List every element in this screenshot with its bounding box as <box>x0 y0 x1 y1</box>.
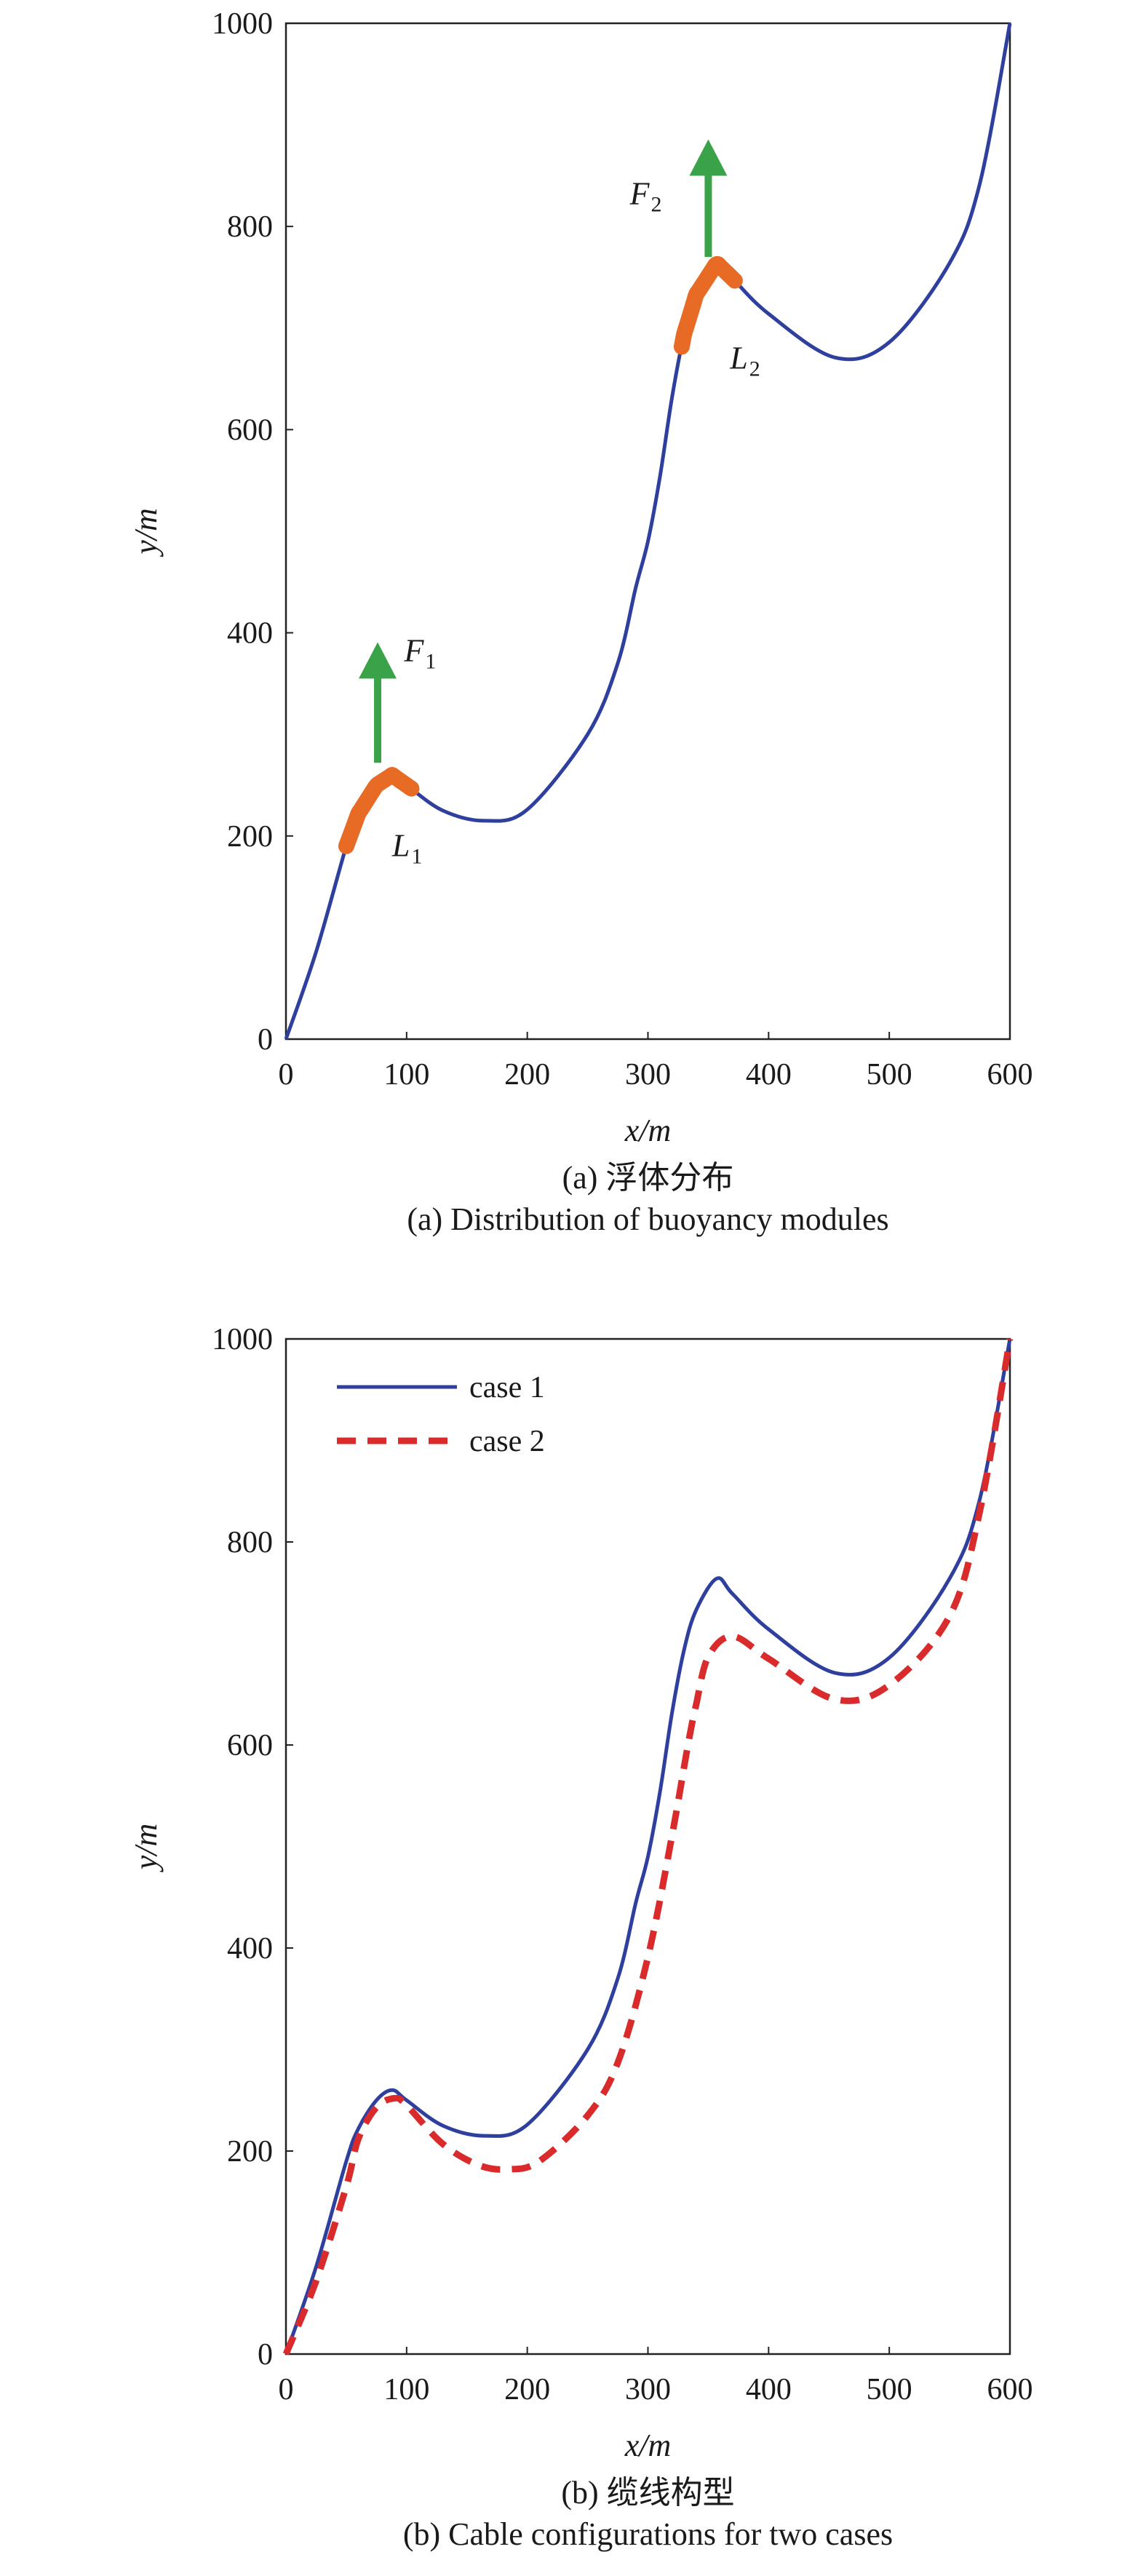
x-axis-label: x/m <box>624 2428 672 2463</box>
legend-label-1: case 1 <box>469 1371 545 1404</box>
force-label-main: F <box>404 633 425 669</box>
x-tick-label: 200 <box>504 2373 550 2406</box>
y-tick-label: 1000 <box>212 1323 273 1356</box>
segment-label-subscript: 2 <box>749 357 760 381</box>
plot-frame <box>284 1337 1011 2356</box>
force-label-1: F1 <box>404 633 437 674</box>
chart-a: 0 100 200 300 400 500 600 0 200 400 600 800 1000 x/m y… <box>128 7 1033 1237</box>
x-tick-label: 0 <box>279 2373 294 2406</box>
segment-label-2: L2 <box>729 341 760 381</box>
y-tick-label: 0 <box>258 2338 273 2372</box>
x-tick-label: 100 <box>383 1058 429 1092</box>
y-tick-label: 400 <box>227 1932 273 1965</box>
series-line-case-1 <box>284 1338 1012 2355</box>
chart-b: 0 100 200 300 400 500 600 0 200 400 600 800 1000 x/m y… <box>128 1323 1033 2552</box>
force-label-2: F2 <box>629 175 662 216</box>
caption-cn: (a) 浮体分布 <box>562 1160 734 1196</box>
y-tick-label: 1000 <box>212 7 273 41</box>
x-tick-label: 500 <box>867 2373 912 2406</box>
caption-en: (a) Distribution of buoyancy modules <box>407 1201 888 1237</box>
y-tick-label: 400 <box>227 617 273 651</box>
caption-en: (b) Cable configurations for two cases <box>403 2516 893 2552</box>
x-tick-label: 400 <box>746 2373 792 2406</box>
y-tick-label: 600 <box>227 413 273 447</box>
force-arrow-head-icon-1 <box>359 642 397 679</box>
y-tick-label: 200 <box>227 2135 273 2168</box>
y-axis-label: y/m <box>128 508 164 557</box>
caption-cn: (b) 缆线构型 <box>561 2475 734 2511</box>
force-label-subscript: 2 <box>651 192 662 216</box>
segment-label-subscript: 1 <box>411 845 422 869</box>
force-arrow-head-icon-2 <box>689 139 728 176</box>
y-tick-label: 800 <box>227 1526 273 1559</box>
legend-label-2: case 2 <box>469 1425 545 1458</box>
x-tick-label: 600 <box>987 1058 1033 1092</box>
x-tick-label: 400 <box>746 1058 792 1092</box>
y-tick-label: 0 <box>258 1023 273 1057</box>
y-tick-label: 600 <box>227 1729 273 1762</box>
x-tick-label: 500 <box>867 1058 912 1092</box>
series-line-case-2 <box>282 1338 1014 2356</box>
y-axis-label: y/m <box>128 1824 164 1873</box>
y-tick-label: 200 <box>227 820 273 854</box>
force-label-main: F <box>629 175 650 211</box>
x-tick-label: 300 <box>625 1058 671 1092</box>
x-axis-label: x/m <box>624 1113 672 1148</box>
x-tick-label: 300 <box>625 2373 671 2406</box>
segment-label-main: L <box>391 828 410 864</box>
x-tick-label: 100 <box>383 2373 429 2406</box>
x-tick-label: 600 <box>987 2373 1033 2406</box>
buoyancy-segment-2 <box>673 255 743 355</box>
buoyancy-segment-1 <box>338 767 420 854</box>
legend: case 1 case 2 <box>337 1371 545 1458</box>
x-tick-label: 200 <box>504 1058 550 1092</box>
segment-label-1: L1 <box>391 828 422 869</box>
segment-label-main: L <box>729 341 747 376</box>
x-tick-label: 0 <box>279 1058 294 1092</box>
force-label-subscript: 1 <box>425 650 436 674</box>
y-tick-label: 800 <box>227 210 273 244</box>
